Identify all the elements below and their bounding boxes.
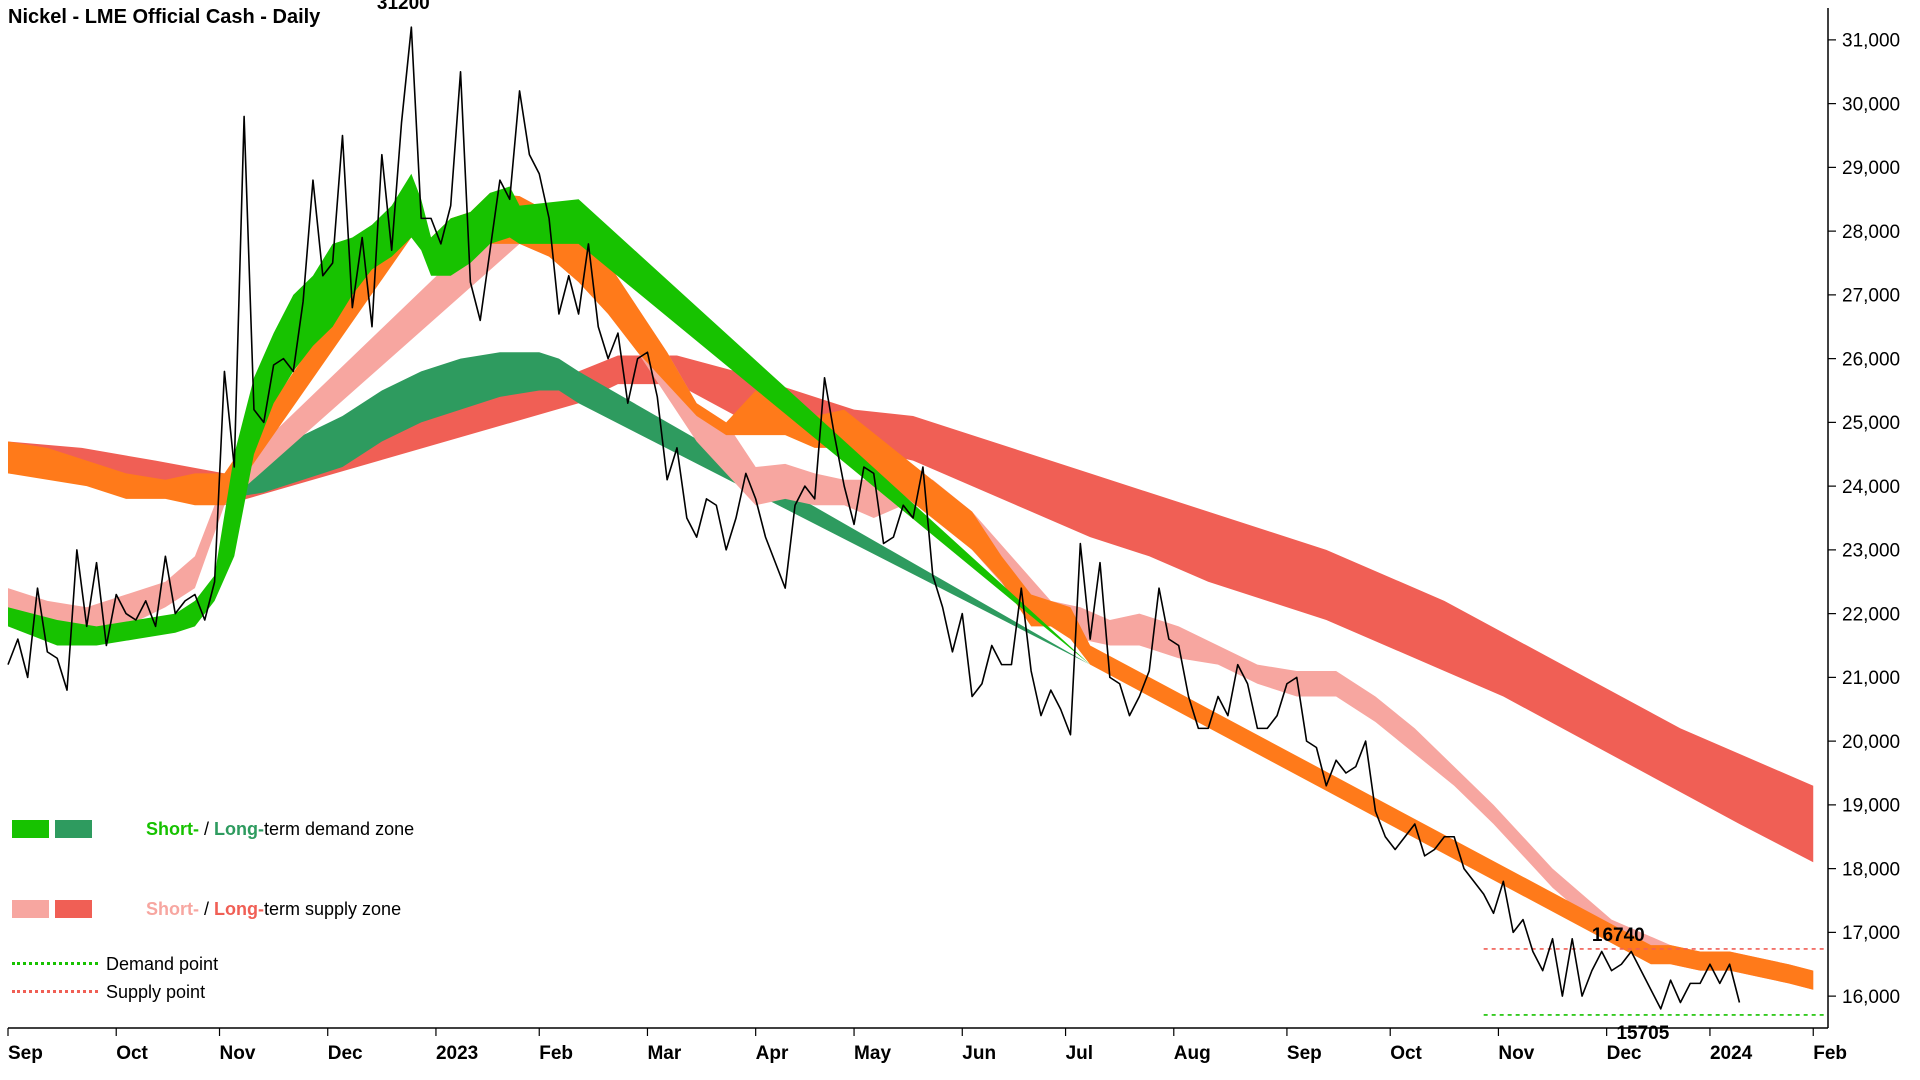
x-tick-label: 2024	[1710, 1043, 1753, 1064]
x-tick-label: Sep	[1287, 1043, 1322, 1064]
y-tick-label: 25,000	[1842, 413, 1900, 434]
y-tick-label: 16,000	[1842, 987, 1900, 1008]
x-tick-label: Mar	[647, 1043, 681, 1064]
chart-legend: Short- / Long-term demand zone Short- / …	[12, 790, 414, 1007]
y-tick-label: 21,000	[1842, 668, 1900, 689]
legend-long-supply-label: Long-	[214, 899, 264, 919]
x-tick-label: Oct	[1390, 1043, 1422, 1064]
y-tick-label: 22,000	[1842, 604, 1900, 625]
x-tick-label: Dec	[1607, 1043, 1642, 1064]
long-demand-swatch-icon	[55, 820, 92, 838]
legend-row-supply-zone: Short- / Long-term supply zone	[12, 870, 414, 948]
annotation-support: 15705	[1616, 1023, 1669, 1044]
annotation-resistance: 16740	[1592, 925, 1645, 946]
x-tick-label: May	[854, 1043, 891, 1064]
y-tick-label: 29,000	[1842, 158, 1900, 179]
y-tick-label: 28,000	[1842, 222, 1900, 243]
y-tick-label: 20,000	[1842, 732, 1900, 753]
legend-row-demand-point: Demand point	[12, 951, 414, 977]
x-tick-label: Sep	[8, 1043, 43, 1064]
y-tick-label: 19,000	[1842, 796, 1900, 817]
x-tick-label: Feb	[539, 1043, 573, 1064]
legend-short-supply-label: Short-	[146, 899, 199, 919]
y-tick-label: 18,000	[1842, 859, 1900, 880]
annotation-peak: 31200	[377, 0, 430, 14]
y-tick-label: 30,000	[1842, 94, 1900, 115]
nickel-price-chart: Nickel - LME Official Cash - Daily Sep Oc…	[0, 0, 1920, 1080]
legend-supply-point-label: Supply point	[106, 979, 205, 1005]
y-tick-label: 26,000	[1842, 349, 1900, 370]
long-supply-swatch-icon	[55, 900, 92, 918]
y-tick-label: 24,000	[1842, 477, 1900, 498]
y-tick-label: 31,000	[1842, 31, 1900, 52]
x-tick-label: Jun	[962, 1043, 996, 1064]
x-tick-label: Nov	[1498, 1043, 1534, 1064]
short-supply-swatch-icon	[12, 900, 49, 918]
supply-point-swatch-icon	[12, 990, 98, 993]
y-tick-label: 23,000	[1842, 541, 1900, 562]
x-tick-label: Aug	[1174, 1043, 1211, 1064]
chart-title: Nickel - LME Official Cash - Daily	[8, 6, 320, 29]
x-tick-label: Jul	[1066, 1043, 1093, 1064]
x-tick-label: Apr	[756, 1043, 789, 1064]
legend-row-demand-zone: Short- / Long-term demand zone	[12, 790, 414, 868]
x-tick-label: Nov	[220, 1043, 256, 1064]
legend-long-demand-label: Long-	[214, 819, 264, 839]
legend-row-supply-point: Supply point	[12, 979, 414, 1005]
y-tick-label: 17,000	[1842, 923, 1900, 944]
x-tick-label: Oct	[116, 1043, 148, 1064]
x-tick-label: Dec	[328, 1043, 363, 1064]
x-tick-label: 2023	[436, 1043, 478, 1064]
legend-demand-point-label: Demand point	[106, 951, 218, 977]
x-tick-label: Feb	[1813, 1043, 1847, 1064]
demand-point-swatch-icon	[12, 962, 98, 965]
short-demand-swatch-icon	[12, 820, 49, 838]
legend-short-demand-label: Short-	[146, 819, 199, 839]
y-tick-label: 27,000	[1842, 286, 1900, 307]
